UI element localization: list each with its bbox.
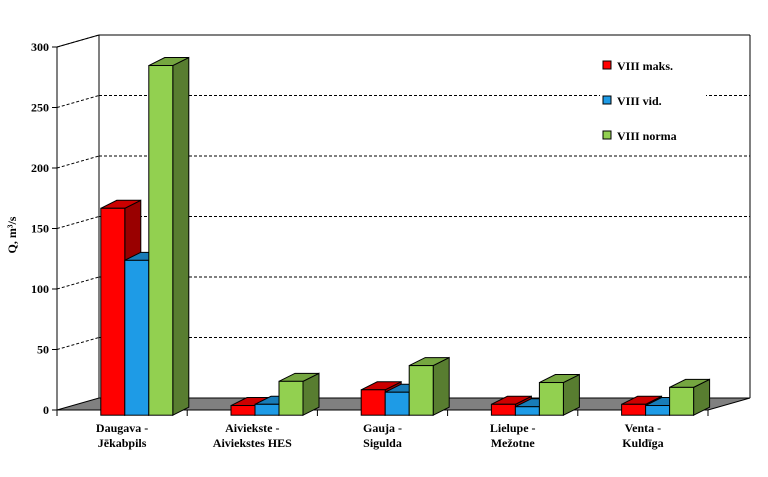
x-tick-label: Daugava - bbox=[96, 421, 148, 435]
bar bbox=[408, 356, 450, 417]
legend-swatch bbox=[602, 60, 612, 70]
y-axis: 0 50 100 150 200 250 300 bbox=[31, 40, 58, 417]
y-tick-label: 150 bbox=[31, 222, 49, 236]
y-tick-label: 100 bbox=[31, 282, 49, 296]
grid-line-side bbox=[56, 155, 100, 169]
legend-label: VIII norma bbox=[617, 129, 677, 143]
x-axis: Daugava -Jēkabpils Aiviekste -Aiviekstes … bbox=[56, 409, 709, 450]
x-tick-label: Mežotne bbox=[491, 436, 536, 450]
grid-line-side bbox=[56, 216, 100, 229]
grid-line-side bbox=[56, 276, 100, 290]
x-tick-label: Jēkabpils bbox=[98, 436, 147, 450]
bar bbox=[278, 372, 320, 417]
x-tick-label: Kuldīga bbox=[622, 436, 663, 450]
x-tick-label: Aiviekste - bbox=[225, 421, 279, 435]
x-tick-label: Lielupe - bbox=[490, 421, 536, 435]
y-tick-label: 300 bbox=[31, 40, 49, 54]
bar bbox=[538, 373, 580, 417]
y-tick-label: 50 bbox=[37, 343, 49, 357]
back-wall bbox=[57, 35, 750, 410]
y-tick-label: 250 bbox=[31, 101, 49, 115]
bar bbox=[148, 56, 190, 417]
x-tick-label: Venta - bbox=[625, 421, 662, 435]
bars bbox=[100, 56, 711, 417]
legend-label: VIII vid. bbox=[617, 94, 662, 108]
grid-line-side bbox=[56, 34, 100, 48]
x-tick-label: Sigulda bbox=[363, 436, 402, 450]
bar bbox=[669, 378, 711, 417]
legend: VIII maks. VIII vid. VIII norma bbox=[600, 56, 706, 148]
grid-line-side bbox=[56, 95, 100, 108]
legend-swatch bbox=[602, 130, 612, 140]
x-tick-label: Aiviekstes HES bbox=[213, 436, 292, 450]
legend-swatch bbox=[602, 95, 612, 105]
legend-label: VIII maks. bbox=[617, 59, 673, 73]
y-tick-label: 0 bbox=[43, 403, 49, 417]
y-axis-label: Q, m³/s bbox=[5, 216, 19, 253]
y-tick-label: 200 bbox=[31, 161, 49, 175]
x-tick-label: Gauja - bbox=[363, 421, 402, 435]
grid-line-side bbox=[56, 337, 100, 350]
